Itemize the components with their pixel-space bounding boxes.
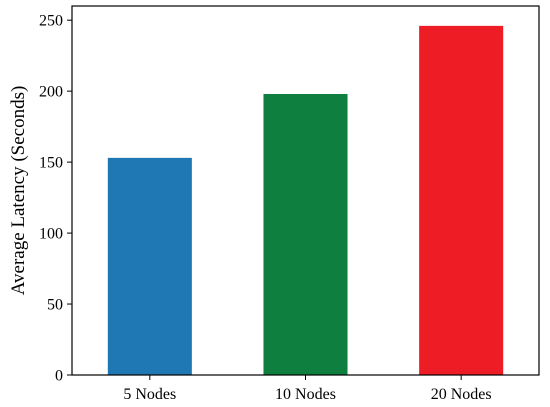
y-axis-label: Average Latency (Seconds)	[8, 86, 29, 296]
x-tick-label: 5 Nodes	[123, 386, 176, 403]
y-tick-label: 200	[39, 84, 63, 101]
y-tick-label: 100	[39, 226, 63, 243]
y-tick-label: 50	[47, 297, 63, 314]
x-tick-label: 20 Nodes	[431, 386, 492, 403]
y-tick-label: 150	[39, 155, 63, 172]
x-tick-label: 10 Nodes	[275, 386, 336, 403]
y-axis-ticks: 0 50 100 150 200 250	[39, 13, 72, 385]
bars-group	[107, 25, 504, 376]
plot-frame	[71, 5, 540, 376]
y-tick-label: 250	[39, 13, 63, 30]
y-tick-label: 0	[55, 368, 63, 385]
bar-10-nodes	[263, 93, 348, 376]
bar-20-nodes	[419, 25, 504, 376]
bar-5-nodes	[107, 157, 192, 375]
x-axis-ticks: 5 Nodes 10 Nodes 20 Nodes	[123, 375, 492, 403]
